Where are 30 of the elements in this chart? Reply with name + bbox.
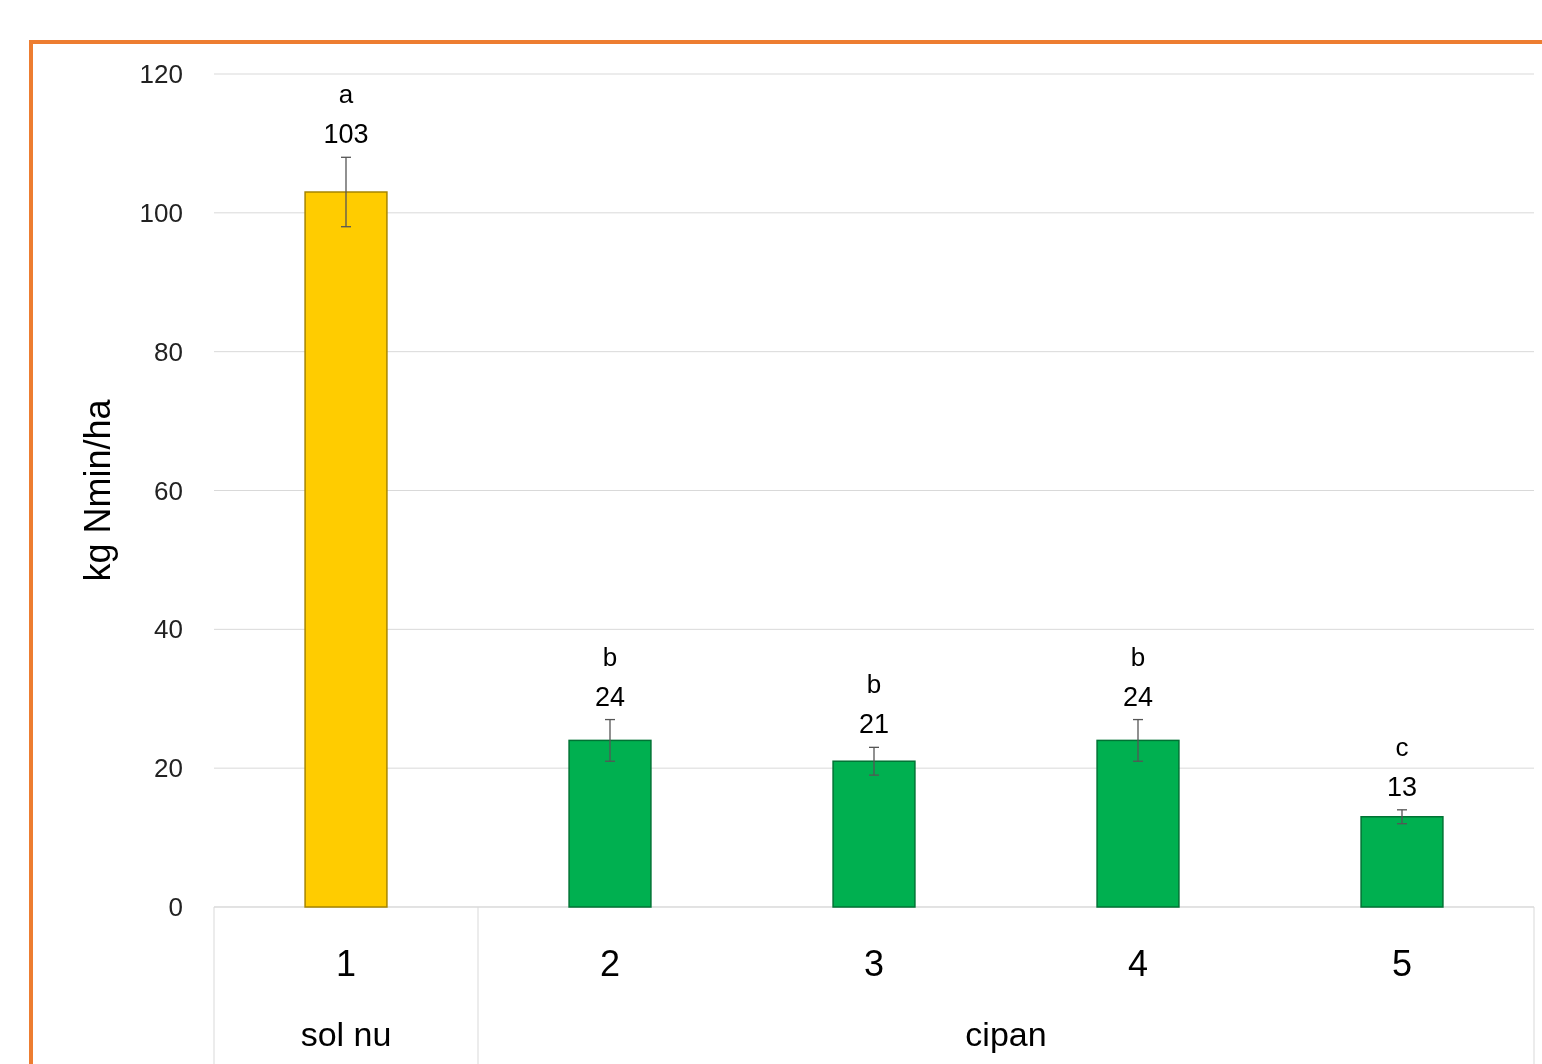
x-tick-label: 2: [599, 942, 621, 984]
y-tick-label: 20: [154, 753, 183, 784]
text: cipan: [965, 1015, 1047, 1053]
x-tick-label: 5: [1391, 942, 1413, 984]
x-tick-label: 1: [335, 942, 357, 984]
y-tick-label: 80: [154, 336, 183, 367]
y-axis-title: kg Nmin/ha: [77, 398, 118, 582]
bar: [304, 191, 388, 908]
x-tick-label: 3: [863, 942, 885, 984]
y-tick-label: 120: [139, 59, 183, 90]
text: sol nu: [300, 1015, 392, 1053]
bar: [568, 739, 652, 908]
annotation: a: [338, 79, 354, 110]
data-label: 13: [1386, 771, 1418, 802]
bar: [832, 760, 916, 908]
data-label: 24: [594, 681, 626, 712]
data-label: 103: [323, 119, 369, 150]
data-label: 24: [1122, 681, 1154, 712]
bar: [1360, 816, 1444, 908]
annotation: b: [866, 669, 882, 700]
y-tick-label: 40: [154, 614, 183, 645]
data-label: 21: [858, 709, 890, 740]
annotation: b: [602, 641, 618, 672]
y-tick-label: 100: [139, 197, 183, 228]
y-tick-label: 60: [154, 475, 183, 506]
x-tick-label: 4: [1127, 942, 1149, 984]
y-tick-label: 0: [168, 892, 183, 923]
annotation: b: [1130, 641, 1146, 672]
annotation: c: [1395, 731, 1409, 762]
bar: [1096, 739, 1180, 908]
